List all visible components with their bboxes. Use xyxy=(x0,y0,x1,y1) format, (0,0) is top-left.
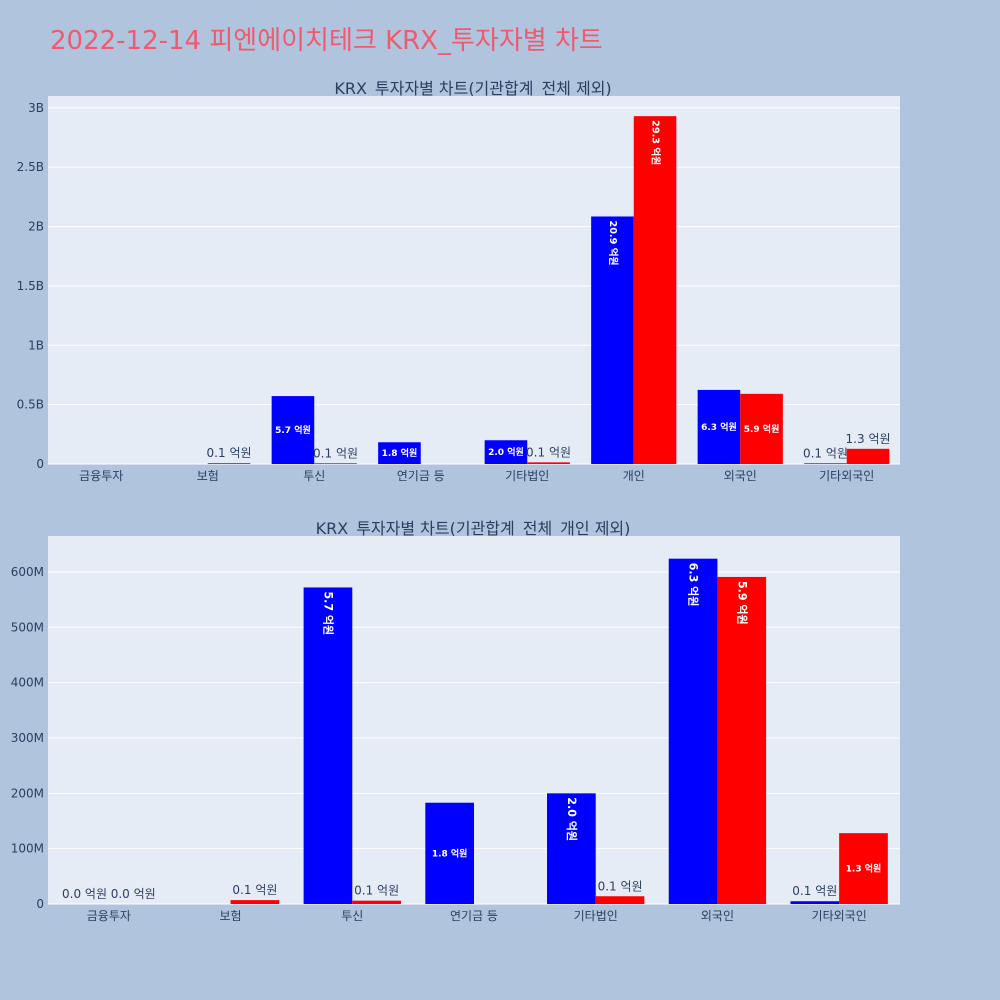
bar xyxy=(547,793,596,904)
bar xyxy=(484,440,528,464)
bar-data-label: 0.1 억원 xyxy=(598,879,643,893)
bar xyxy=(591,216,634,464)
bar xyxy=(804,463,847,464)
chart1-title: KRX_투자자별 차트(기관합계_전체 제외) xyxy=(334,79,611,99)
x-tick-label: 개인 xyxy=(623,469,645,483)
bar xyxy=(697,389,741,464)
bar-data-label: 1.8 억원 xyxy=(382,447,418,459)
x-tick-label: 기타외국인 xyxy=(819,469,874,483)
bar xyxy=(668,558,718,904)
chart1-plot: 0 0.5B 1B 1.5B 2B 2.5B 3B 금융투자 보험 투신 연기금 등 기타법인 개인 외국… xyxy=(17,96,900,483)
x-tick-label: 보험 xyxy=(220,909,242,923)
bar-data-label: 5.7 억원 xyxy=(321,591,335,635)
x-tick-label: 금융투자 xyxy=(79,469,123,483)
y-tick-label: 2B xyxy=(28,220,44,234)
bar-data-label: 0.0 억원 xyxy=(111,887,156,901)
main-title: 2022-12-14 피엔에이치테크 KRX_투자자별 차트 xyxy=(50,26,603,56)
bar xyxy=(303,587,353,904)
bar xyxy=(425,802,474,904)
bar-data-label: 0.0 억원 xyxy=(62,887,107,901)
y-tick-label: 400M xyxy=(11,676,44,690)
bar-data-label: 6.3 억원 xyxy=(687,563,701,607)
bar-data-label: 0.1 억원 xyxy=(207,446,252,460)
y-tick-label: 600M xyxy=(11,565,44,579)
bar xyxy=(633,116,677,464)
bar xyxy=(839,833,888,904)
y-tick-label: 3B xyxy=(28,101,44,115)
x-tick-label: 금융투자 xyxy=(87,909,131,923)
bar xyxy=(595,896,645,904)
bar-data-label: 0.1 억원 xyxy=(354,884,399,898)
bar-data-label: 0.1 억원 xyxy=(526,445,571,459)
bar-data-label: 1.8 억원 xyxy=(432,847,468,859)
bar-data-label: 5.7 억원 xyxy=(275,424,311,436)
bar xyxy=(230,900,280,904)
x-tick-label: 외국인 xyxy=(701,909,734,923)
y-tick-label: 100M xyxy=(11,842,44,856)
x-tick-label: 연기금 등 xyxy=(397,469,445,483)
y-tick-label: 1B xyxy=(28,338,44,352)
bar xyxy=(527,462,570,464)
bar-data-label: 0.1 억원 xyxy=(792,884,837,898)
x-tick-label: 기타외국인 xyxy=(812,909,867,923)
x-tick-label: 보험 xyxy=(197,469,219,483)
y-tick-label: 300M xyxy=(11,731,44,745)
y-tick-label: 1.5B xyxy=(17,279,44,293)
bar-data-label: 29.3 억원 xyxy=(650,120,663,165)
bar-data-label: 1.3 억원 xyxy=(846,863,882,875)
x-tick-label: 연기금 등 xyxy=(450,909,498,923)
x-tick-label: 기타법인 xyxy=(505,469,549,483)
bar xyxy=(271,396,315,464)
bar xyxy=(352,900,401,904)
bar xyxy=(314,463,357,464)
x-tick-label: 투신 xyxy=(341,909,363,923)
x-tick-label: 기타법인 xyxy=(574,909,618,923)
chart2-plot: 0 100M 200M 300M 400M 500M 600M 금융투자 보험 투신 연기금 등 기타… xyxy=(11,536,900,923)
x-tick-label: 투신 xyxy=(303,469,325,483)
bar-data-label: 5.9 억원 xyxy=(735,581,749,625)
y-tick-label: 500M xyxy=(11,620,44,634)
bar xyxy=(846,448,890,464)
bar xyxy=(207,463,251,464)
bar xyxy=(790,901,840,904)
bar-data-label: 0.1 억원 xyxy=(803,446,848,460)
chart2-title: KRX_투자자별 차트(기관합계_전체_개인 제외) xyxy=(316,519,631,539)
bar-data-label: 2.0 억원 xyxy=(565,797,579,841)
y-tick-label: 0 xyxy=(36,897,44,911)
bar-data-label: 20.9 억원 xyxy=(607,220,620,265)
bar xyxy=(740,393,783,464)
bar-data-label: 6.3 억원 xyxy=(701,421,737,433)
bar-data-label: 1.3 억원 xyxy=(846,432,891,446)
bar-data-label: 5.9 억원 xyxy=(744,423,780,435)
bar-data-label: 2.0 억원 xyxy=(488,446,524,458)
y-tick-label: 2.5B xyxy=(17,160,44,174)
y-tick-label: 0.5B xyxy=(17,398,44,412)
bar xyxy=(378,442,421,464)
y-tick-label: 200M xyxy=(11,786,44,800)
bar-data-label: 0.1 억원 xyxy=(313,446,358,460)
bar xyxy=(717,576,767,904)
x-tick-label: 외국인 xyxy=(724,469,757,483)
y-tick-label: 0 xyxy=(36,457,44,471)
bar-data-label: 0.1 억원 xyxy=(232,883,277,897)
